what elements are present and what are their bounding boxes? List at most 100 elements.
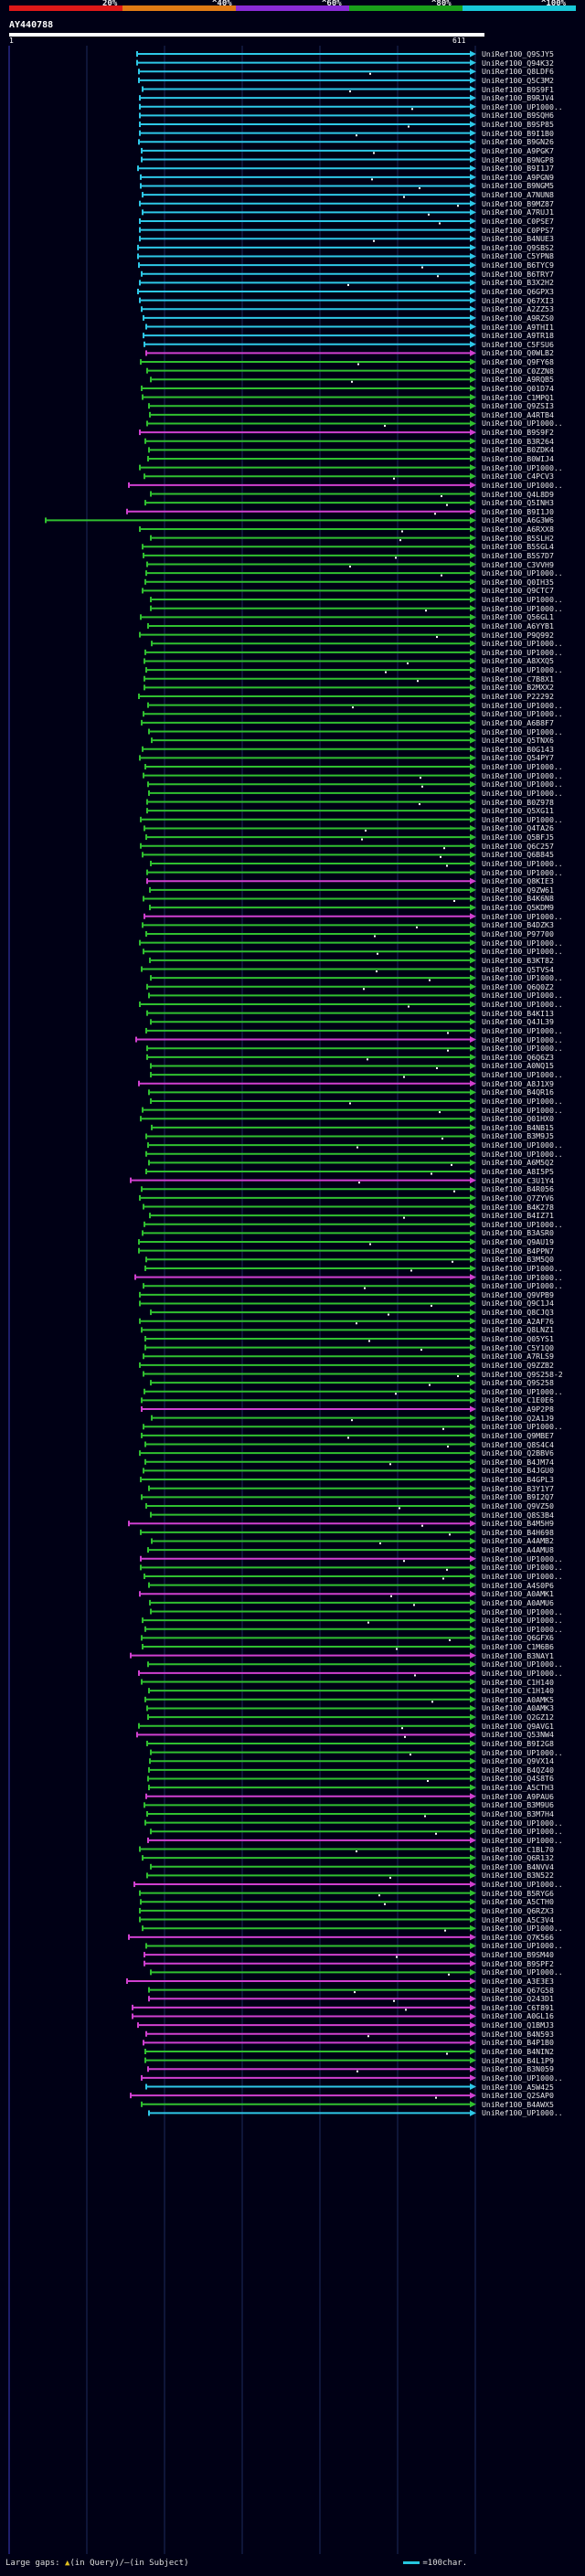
hit-row[interactable] [145,1793,476,1800]
hit-row[interactable] [138,1247,476,1255]
hit-row[interactable] [150,1071,476,1078]
hit-label[interactable]: UniRef100_B3M5Q0 [482,1255,554,1265]
hit-row[interactable] [151,1124,476,1131]
hit-label[interactable]: UniRef100_UP1000.. [482,595,563,605]
hit-row[interactable] [130,1652,476,1659]
hit-row[interactable] [134,1274,476,1281]
hit-row[interactable] [143,948,476,955]
hit-row[interactable] [150,1608,476,1616]
hit-row[interactable] [150,1828,476,1835]
hit-label[interactable]: UniRef100_Q94K32 [482,58,554,68]
hit-row[interactable] [148,1485,476,1492]
hit-row[interactable] [148,402,476,409]
hit-label[interactable]: UniRef100_C1H140 [482,1686,554,1696]
hit-label[interactable]: UniRef100_Q7ZYV6 [482,1193,554,1203]
hit-row[interactable] [148,991,476,999]
hit-row[interactable] [128,1520,476,1527]
hit-row[interactable] [142,1617,476,1624]
hit-label[interactable]: UniRef100_UP1000.. [482,1281,563,1291]
hit-label[interactable]: UniRef100_A0AMK1 [482,1589,554,1599]
hit-label[interactable]: UniRef100_UP1000.. [482,867,563,877]
hit-row[interactable] [132,2012,476,2019]
hit-row[interactable] [144,684,476,691]
hit-row[interactable] [143,332,476,339]
hit-label[interactable]: UniRef100_B3M7H4 [482,1809,554,1818]
hit-row[interactable] [146,1054,476,1061]
hit-row[interactable] [136,50,476,58]
hit-row[interactable] [138,138,476,145]
hit-row[interactable] [147,1713,476,1721]
hit-label[interactable]: UniRef100_B9GN26 [482,137,554,147]
hit-label[interactable]: UniRef100_C1E0E6 [482,1395,554,1405]
hit-row[interactable] [138,77,476,84]
hit-label[interactable]: UniRef100_A4AMB2 [482,1536,554,1546]
hit-label[interactable]: UniRef100_A6M5Q2 [482,1158,554,1168]
hit-row[interactable] [138,68,476,75]
hit-row[interactable] [146,1740,476,1747]
hit-label[interactable]: UniRef100_A0AMK3 [482,1703,554,1713]
hit-label[interactable]: UniRef100_Q8CJQ3 [482,1308,554,1318]
hit-label[interactable]: UniRef100_B3X2H2 [482,278,554,288]
hit-label[interactable]: UniRef100_B9S9F2 [482,428,554,438]
hit-row[interactable] [146,1044,476,1052]
hit-row[interactable] [138,1080,476,1087]
hit-label[interactable]: UniRef100_UP1000.. [482,858,563,868]
hit-row[interactable] [142,191,476,198]
hit-row[interactable] [150,535,476,542]
hit-label[interactable]: UniRef100_B2MXX2 [482,683,554,693]
hit-label[interactable]: UniRef100_UP1000.. [482,1219,563,1229]
hit-label[interactable]: UniRef100_A9PGN9 [482,172,554,182]
hit-row[interactable] [139,754,476,761]
hit-label[interactable]: UniRef100_Q5INH3 [482,498,554,508]
hit-row[interactable] [139,297,476,304]
hit-row[interactable] [139,1299,476,1307]
hit-label[interactable]: UniRef100_A8J1X9 [482,1078,554,1088]
hit-label[interactable]: UniRef100_B4IZ71 [482,1211,554,1221]
hit-row[interactable] [138,693,476,700]
hit-label[interactable]: UniRef100_Q0IH35 [482,577,554,587]
hit-label[interactable]: UniRef100_C3U1Y4 [482,1175,554,1185]
hit-label[interactable]: UniRef100_Q9ZSI3 [482,401,554,411]
hit-label[interactable]: UniRef100_UP1000.. [482,1025,563,1035]
hit-label[interactable]: UniRef100_B4L1P9 [482,2055,554,2065]
hit-label[interactable]: UniRef100_UP1000.. [482,1563,563,1573]
hit-row[interactable] [140,1564,476,1571]
hit-label[interactable]: UniRef100_Q9SBS2 [482,242,554,252]
hit-row[interactable] [141,1679,476,1686]
hit-row[interactable] [142,746,476,753]
hit-label[interactable]: UniRef100_UP1000.. [482,779,563,790]
hit-label[interactable]: UniRef100_B3M9J5 [482,1131,554,1141]
hit-label[interactable]: UniRef100_UP1000.. [482,726,563,737]
hit-row[interactable] [139,103,476,111]
hit-label[interactable]: UniRef100_Q6RZX3 [482,1905,554,1915]
hit-row[interactable] [144,1801,476,1808]
hit-label[interactable]: UniRef100_UP1000.. [482,938,563,948]
hit-row[interactable] [146,877,476,885]
hit-label[interactable]: UniRef100_UP1000.. [482,1105,563,1115]
hit-row[interactable] [142,921,476,928]
hit-row[interactable] [145,1150,476,1158]
hit-row[interactable] [149,1599,476,1606]
hit-row[interactable] [142,1107,476,1114]
hit-label[interactable]: UniRef100_Q54PY7 [482,753,554,763]
hit-row[interactable] [139,94,476,101]
hit-row[interactable] [144,1458,476,1466]
hit-label[interactable]: UniRef100_C5Y1Q0 [482,1342,554,1352]
hit-row[interactable] [139,1590,476,1597]
hit-row[interactable] [141,1634,476,1641]
hit-label[interactable]: UniRef100_Q9C1J4 [482,1299,554,1309]
hit-row[interactable] [141,305,476,313]
hit-row[interactable] [145,2030,476,2038]
hit-label[interactable]: UniRef100_B3Y1Y7 [482,1483,554,1493]
hit-row[interactable] [137,244,476,251]
hit-row[interactable] [141,1326,476,1333]
hit-label[interactable]: UniRef100_P22292 [482,691,554,701]
hit-label[interactable]: UniRef100_B9SPF2 [482,1958,554,1968]
hit-label[interactable]: UniRef100_Q4S8T6 [482,1774,554,1784]
hit-row[interactable] [143,895,476,902]
hit-row[interactable] [141,1432,476,1439]
hit-label[interactable]: UniRef100_B4K278 [482,1202,554,1212]
hit-label[interactable]: UniRef100_C3VVH9 [482,559,554,569]
hit-label[interactable]: UniRef100_B9SQH6 [482,111,554,121]
hit-label[interactable]: UniRef100_Q5BFJ5 [482,832,554,843]
